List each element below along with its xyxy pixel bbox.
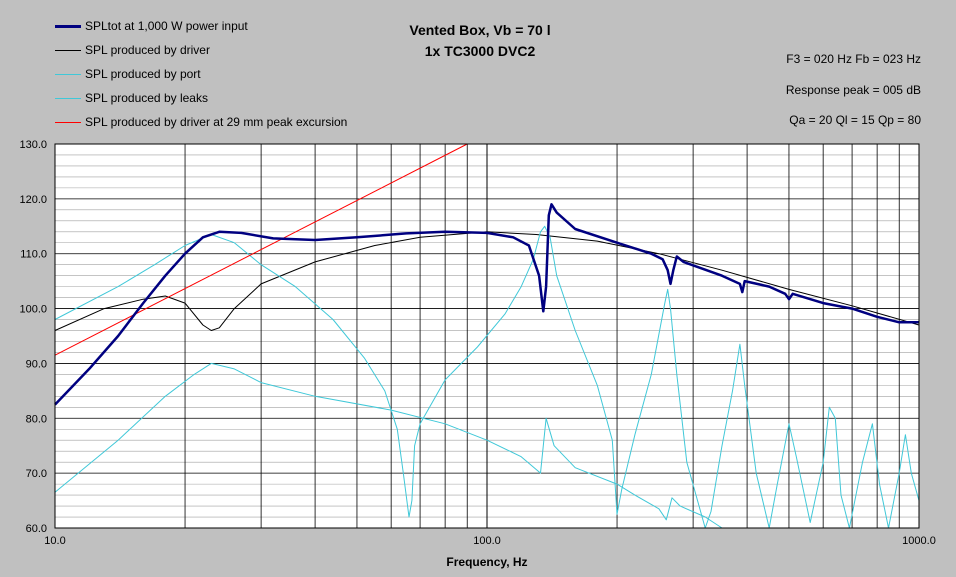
series-line-1 bbox=[54, 231, 920, 331]
legend-entry: SPLtot at 1,000 W power input bbox=[55, 14, 347, 38]
y-tick-label: 130.0 bbox=[19, 139, 47, 151]
legend-swatch bbox=[55, 121, 81, 123]
y-tick-label: 100.0 bbox=[19, 304, 47, 316]
series-line-2 bbox=[54, 225, 920, 529]
grid bbox=[55, 144, 919, 528]
legend: SPLtot at 1,000 W power input SPL produce… bbox=[55, 14, 347, 134]
y-tick-label: 70.0 bbox=[26, 468, 47, 480]
chart-subtitle: 1x TC3000 DVC2 bbox=[424, 43, 536, 59]
legend-label: SPL produced by driver at 29 mm peak exc… bbox=[85, 115, 348, 129]
info-response-peak: Response peak = 005 dB bbox=[785, 83, 921, 97]
legend-swatch bbox=[55, 97, 81, 99]
series-group bbox=[54, 143, 920, 529]
legend-swatch bbox=[55, 73, 81, 75]
x-tick-label: 1000.0 bbox=[902, 535, 936, 547]
chart-title: Vented Box, Vb = 70 l bbox=[409, 22, 551, 38]
y-tick-label: 90.0 bbox=[26, 358, 47, 370]
series-line-4 bbox=[54, 143, 468, 356]
series-line-3 bbox=[54, 362, 723, 529]
legend-label: SPL produced by port bbox=[85, 67, 201, 81]
y-tick-label: 110.0 bbox=[20, 249, 47, 261]
legend-entry: SPL produced by port bbox=[55, 62, 347, 86]
series-line-0 bbox=[54, 203, 919, 406]
y-tick-label: 80.0 bbox=[26, 413, 47, 425]
info-q-values: Qa = 20 Ql = 15 Qp = 80 bbox=[789, 113, 921, 127]
info-fb: F3 = 020 Hz Fb = 023 Hz bbox=[786, 52, 921, 66]
legend-entry: SPL produced by driver bbox=[55, 38, 347, 62]
legend-swatch bbox=[55, 24, 81, 28]
legend-label: SPL produced by leaks bbox=[85, 91, 208, 105]
x-tick-label: 100.0 bbox=[473, 535, 501, 547]
x-axis-label: Frequency, Hz bbox=[446, 555, 527, 569]
legend-entry: SPL produced by leaks bbox=[55, 86, 347, 110]
legend-entry: SPL produced by driver at 29 mm peak exc… bbox=[55, 110, 347, 134]
legend-label: SPL produced by driver bbox=[85, 43, 210, 57]
y-tick-label: 120.0 bbox=[19, 194, 47, 206]
x-tick-label: 10.0 bbox=[44, 535, 65, 547]
x-axis-ticks: 10.0 100.0 1000.0 bbox=[44, 535, 936, 547]
legend-label: SPLtot at 1,000 W power input bbox=[85, 19, 248, 33]
legend-swatch bbox=[55, 49, 81, 51]
y-tick-label: 60.0 bbox=[26, 523, 47, 535]
plot-border bbox=[54, 143, 920, 529]
y-axis-ticks: 60.0 70.0 80.0 90.0 100.0 110.0 120.0 130.0 bbox=[19, 139, 47, 535]
